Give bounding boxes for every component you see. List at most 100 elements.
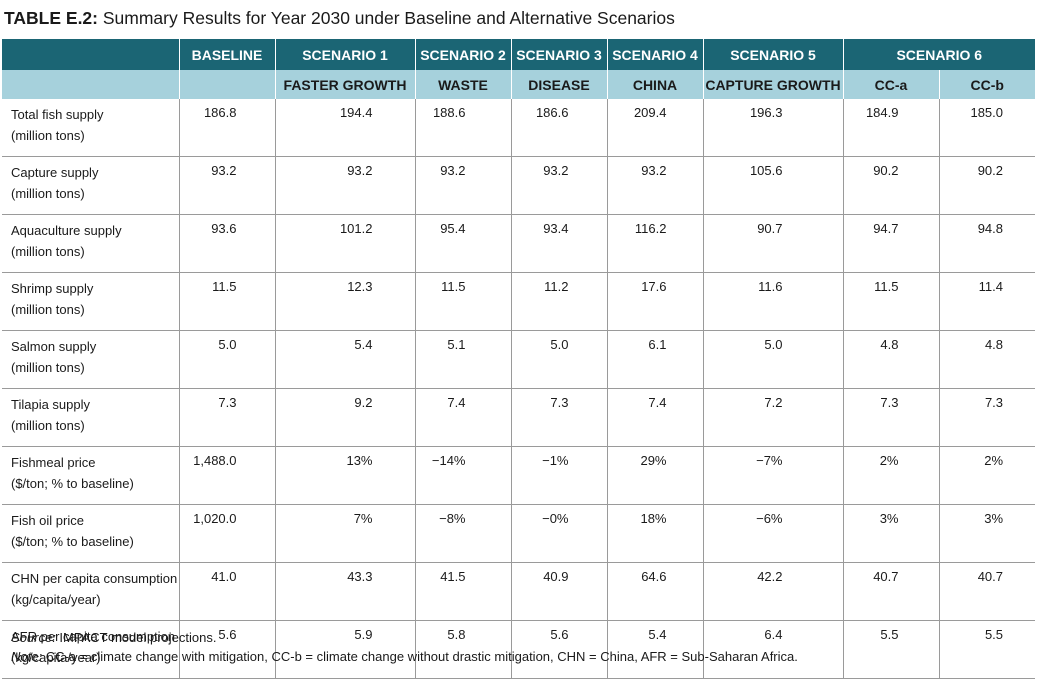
row-label-cell: Aquaculture supply (million tons) (2, 214, 179, 273)
value-cell: 7.2 (702, 388, 843, 447)
row-unit: (million tons) (11, 360, 85, 375)
value-cell: 90.2 (842, 156, 939, 215)
value-cell: 93.2 (178, 156, 275, 215)
value-cell: 11.2 (510, 272, 607, 331)
header-scenario-4: SCENARIO 4 (606, 39, 703, 70)
value-cell: 29% (606, 446, 703, 505)
subheader-china: CHINA (606, 70, 703, 99)
value-cell: 7.3 (510, 388, 607, 447)
value-cell: 194.4 (274, 99, 415, 157)
value-cell: 90.2 (938, 156, 1036, 215)
subheader-cc-a: CC-a (842, 70, 939, 99)
value-cell: 11.4 (938, 272, 1036, 331)
header-scenario-3: SCENARIO 3 (510, 39, 607, 70)
row-unit: (kg/capita/year) (11, 650, 101, 665)
table-title: TABLE E.2: Summary Results for Year 2030… (4, 8, 675, 29)
row-label-cell: AFR per capita consumption (kg/capita/yea… (2, 620, 179, 679)
header-row-top: BASELINE SCENARIO 1 SCENARIO 2 SCENARIO … (2, 39, 1036, 70)
value-cell: 93.2 (274, 156, 415, 215)
value-cell: 40.9 (510, 562, 607, 621)
table-row: Fish oil price ($/ton; % to baseline) 1,02… (2, 504, 1036, 563)
header-scenario-2: SCENARIO 2 (414, 39, 511, 70)
note-line: Note: CC-a = climate change with mitigat… (11, 647, 798, 666)
header-baseline: BASELINE (178, 39, 275, 70)
subheader-cc-b: CC-b (938, 70, 1036, 99)
value-cell: 186.6 (510, 99, 607, 157)
value-cell: −0% (510, 504, 607, 563)
value-cell: −8% (414, 504, 511, 563)
row-label-cell: CHN per capita consumption (kg/capita/yea… (2, 562, 179, 621)
note-label: Note: (11, 649, 43, 664)
table-row: Tilapia supply (million tons) 7.3 9.2 7.4 7.3… (2, 388, 1036, 447)
subheader-waste: WASTE (414, 70, 511, 99)
row-label-cell: Shrimp supply (million tons) (2, 272, 179, 331)
source-text: IMPACT model projections. (55, 630, 217, 645)
value-cell: 9.2 (274, 388, 415, 447)
value-cell: 101.2 (274, 214, 415, 273)
row-label: CHN per capita consumption (11, 571, 178, 586)
value-cell: 116.2 (606, 214, 703, 273)
value-cell: 5.0 (702, 330, 843, 389)
value-cell: 17.6 (606, 272, 703, 331)
row-unit: (kg/capita/year) (11, 592, 101, 607)
value-cell: 2% (938, 446, 1036, 505)
value-cell: −1% (510, 446, 607, 505)
note-text: CC-a = climate change with mitigation, C… (42, 649, 798, 664)
value-cell: 94.8 (938, 214, 1036, 273)
subheader-baseline (178, 70, 275, 99)
value-cell: 3% (842, 504, 939, 563)
header-scenario-1: SCENARIO 1 (274, 39, 415, 70)
value-cell: 93.2 (414, 156, 511, 215)
table-body: Total fish supply (million tons) 186.8 194.… (2, 99, 1036, 679)
row-unit: (million tons) (11, 186, 85, 201)
value-cell: 5.5 (938, 620, 1036, 679)
value-cell: 11.5 (178, 272, 275, 331)
value-cell: 4.8 (938, 330, 1036, 389)
value-cell: 5.4 (274, 330, 415, 389)
value-cell: 5.9 (274, 620, 415, 679)
row-label-cell: Total fish supply (million tons) (2, 99, 179, 157)
header-scenario-6: SCENARIO 6 (842, 39, 1036, 70)
row-label-cell: Fish oil price ($/ton; % to baseline) (2, 504, 179, 563)
value-cell: 105.6 (702, 156, 843, 215)
row-label-cell: Capture supply (million tons) (2, 156, 179, 215)
value-cell: 6.1 (606, 330, 703, 389)
table-row: Total fish supply (million tons) 186.8 194.… (2, 99, 1036, 157)
table-title-label: TABLE E.2: (4, 8, 98, 28)
source-label: Source: (11, 630, 56, 645)
value-cell: 11.6 (702, 272, 843, 331)
value-cell: 7.3 (178, 388, 275, 447)
value-cell: 93.2 (510, 156, 607, 215)
value-cell: 93.6 (178, 214, 275, 273)
value-cell: 186.8 (178, 99, 275, 157)
value-cell: 11.5 (842, 272, 939, 331)
table-title-text: Summary Results for Year 2030 under Base… (98, 8, 675, 28)
row-label: Capture supply (11, 165, 99, 180)
value-cell: 3% (938, 504, 1036, 563)
value-cell: 40.7 (938, 562, 1036, 621)
value-cell: 40.7 (842, 562, 939, 621)
value-cell: 93.4 (510, 214, 607, 273)
value-cell: 4.8 (842, 330, 939, 389)
table-row: Aquaculture supply (million tons) 93.6 101.… (2, 214, 1036, 273)
row-label: Fish oil price (11, 513, 84, 528)
row-label-cell: Salmon supply (million tons) (2, 330, 179, 389)
value-cell: 5.5 (842, 620, 939, 679)
subheader-corner (2, 70, 179, 99)
value-cell: 64.6 (606, 562, 703, 621)
header-corner (2, 39, 179, 70)
table-row: Fishmeal price ($/ton; % to baseline) 1,48… (2, 446, 1036, 505)
value-cell: 185.0 (938, 99, 1036, 157)
header-scenario-5: SCENARIO 5 (702, 39, 843, 70)
table-row: Shrimp supply (million tons) 11.5 12.3 11.5 1… (2, 272, 1036, 331)
value-cell: 95.4 (414, 214, 511, 273)
value-cell: 41.5 (414, 562, 511, 621)
row-unit: ($/ton; % to baseline) (11, 534, 134, 549)
row-unit: (million tons) (11, 302, 85, 317)
row-unit: ($/ton; % to baseline) (11, 476, 134, 491)
value-cell: 7.3 (842, 388, 939, 447)
value-cell: 42.2 (702, 562, 843, 621)
subheader-capture-growth: CAPTURE GROWTH (702, 70, 843, 99)
value-cell: 184.9 (842, 99, 939, 157)
